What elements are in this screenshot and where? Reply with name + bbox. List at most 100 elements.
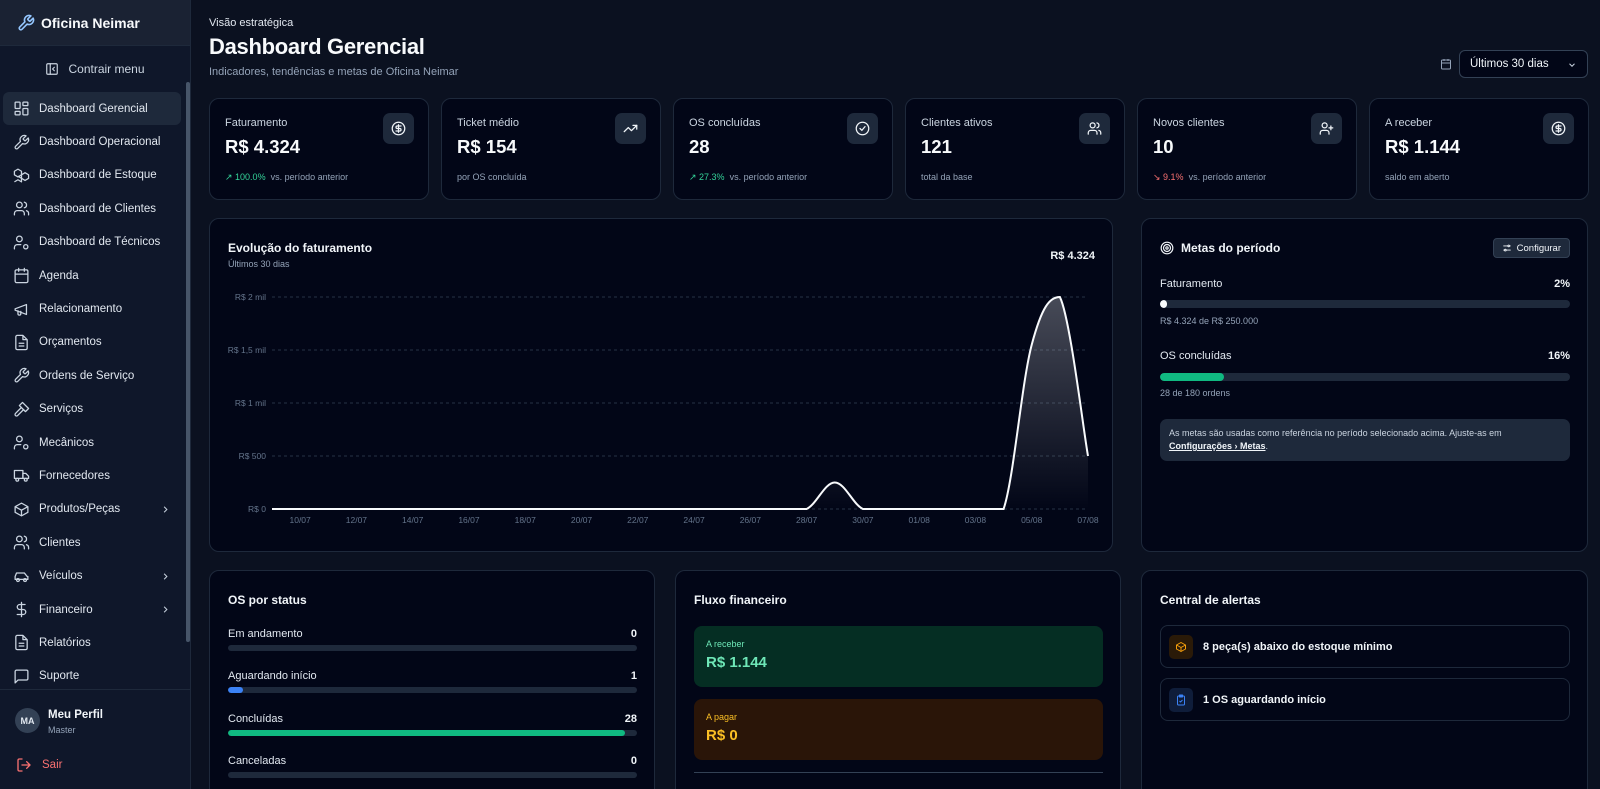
kpi-card-novos-clientes: Novos clientes 10 ↘ 9.1% vs. período ant… bbox=[1137, 98, 1357, 200]
calendar-icon bbox=[1441, 59, 1451, 70]
chart-x-tick-label: 26/07 bbox=[740, 515, 762, 525]
logout-button[interactable]: Sair bbox=[16, 757, 62, 773]
sidebar-item-dashboard-tecnicos[interactable]: Dashboard de Técnicos bbox=[3, 226, 181, 259]
layout-dashboard-icon bbox=[14, 101, 29, 116]
sidebar-item-dashboard-clientes[interactable]: Dashboard de Clientes bbox=[3, 192, 181, 225]
panel-left-icon bbox=[46, 63, 59, 75]
chart-data-point[interactable] bbox=[829, 477, 841, 489]
main-content: Visão estratégica Dashboard Gerencial In… bbox=[191, 0, 1600, 789]
sliders-icon bbox=[1502, 244, 1511, 252]
chart-data-point[interactable] bbox=[632, 503, 644, 515]
chart-data-point[interactable] bbox=[801, 503, 813, 515]
chart-data-point[interactable] bbox=[1082, 450, 1094, 462]
alert-item[interactable]: 1 OS aguardando início bbox=[1160, 678, 1570, 721]
chart-data-point[interactable] bbox=[463, 503, 475, 515]
chart-data-point[interactable] bbox=[969, 503, 981, 515]
sidebar-item-label: Produtos/Peças bbox=[39, 503, 121, 516]
kpi-value: R$ 154 bbox=[457, 136, 517, 157]
message-square-icon bbox=[14, 669, 29, 684]
period-select[interactable]: Últimos 30 dias bbox=[1459, 50, 1588, 78]
kpi-label: A receber bbox=[1385, 117, 1433, 129]
goals-note-end: . bbox=[1265, 441, 1269, 451]
chart-data-point[interactable] bbox=[998, 503, 1010, 515]
sidebar-item-label: Veículos bbox=[39, 570, 83, 583]
chart-data-point[interactable] bbox=[350, 503, 362, 515]
sidebar-item-veiculos[interactable]: Veículos bbox=[3, 559, 181, 592]
divider bbox=[694, 772, 1103, 773]
chart-data-point[interactable] bbox=[885, 503, 897, 515]
sidebar-item-label: Serviços bbox=[39, 403, 84, 416]
chart-data-point[interactable] bbox=[688, 503, 700, 515]
sidebar-item-dashboard-estoque[interactable]: Dashboard de Estoque bbox=[3, 159, 181, 192]
kpi-label: Ticket médio bbox=[457, 117, 519, 129]
sidebar-item-ordens-servico[interactable]: Ordens de Serviço bbox=[3, 359, 181, 392]
sidebar-item-dashboard-gerencial[interactable]: Dashboard Gerencial bbox=[3, 92, 181, 126]
sidebar-item-mecanicos[interactable]: Mecânicos bbox=[3, 426, 181, 459]
kpi-footnote: ↗ 27.3% vs. período anterior bbox=[689, 172, 807, 183]
chart-data-point[interactable] bbox=[547, 503, 559, 515]
status-bar bbox=[228, 687, 637, 693]
chart-data-point[interactable] bbox=[604, 503, 616, 515]
sidebar-item-orcamentos[interactable]: Orçamentos bbox=[3, 326, 181, 359]
chart-data-point[interactable] bbox=[519, 503, 531, 515]
chart-data-point[interactable] bbox=[294, 503, 306, 515]
chart-data-point[interactable] bbox=[857, 503, 869, 515]
chart-data-point[interactable] bbox=[379, 503, 391, 515]
chart-data-point[interactable] bbox=[491, 503, 503, 515]
boxes-icon bbox=[13, 168, 30, 183]
check-circle-icon bbox=[847, 113, 878, 144]
configure-goals-button[interactable]: Configurar bbox=[1492, 238, 1570, 258]
chart-data-point[interactable] bbox=[1026, 339, 1038, 351]
kpi-footnote: ↗ 100.0% vs. período anterior bbox=[225, 172, 348, 183]
chart-data-point[interactable] bbox=[716, 503, 728, 515]
chart-data-point[interactable] bbox=[913, 503, 925, 515]
chart-data-point[interactable] bbox=[266, 503, 278, 515]
brand[interactable]: Oficina Neimar bbox=[0, 0, 190, 46]
sidebar-item-label: Agenda bbox=[39, 269, 79, 282]
kpi-trend: ↗ 27.3% bbox=[689, 172, 725, 182]
chart-data-point[interactable] bbox=[407, 503, 419, 515]
sidebar-item-suporte[interactable]: Suporte bbox=[3, 660, 181, 693]
chart-data-point[interactable] bbox=[576, 503, 588, 515]
wrench-icon bbox=[18, 14, 35, 31]
chart-data-point[interactable] bbox=[660, 503, 672, 515]
chart-series-line[interactable] bbox=[272, 295, 1089, 510]
chart-data-point[interactable] bbox=[322, 503, 334, 515]
collapse-menu-button[interactable]: Contrair menu bbox=[0, 46, 190, 92]
sidebar-item-label: Dashboard de Estoque bbox=[39, 169, 157, 182]
sidebar-item-fornecedores[interactable]: Fornecedores bbox=[3, 459, 181, 492]
chart-data-point[interactable] bbox=[941, 503, 953, 515]
goal-progress-fill bbox=[1160, 373, 1224, 381]
chart-data-point[interactable] bbox=[1054, 291, 1066, 303]
chart-data-point[interactable] bbox=[772, 503, 784, 515]
sidebar-item-relacionamento[interactable]: Relacionamento bbox=[3, 292, 181, 325]
sidebar-item-financeiro[interactable]: Financeiro bbox=[3, 593, 181, 626]
kpi-value: 121 bbox=[921, 136, 952, 157]
kpi-card-faturamento: Faturamento R$ 4.324 ↗ 100.0% vs. períod… bbox=[209, 98, 429, 200]
profile-role: Master bbox=[48, 725, 76, 735]
avatar[interactable]: MA bbox=[15, 708, 40, 733]
profile-name[interactable]: Meu Perfil bbox=[48, 709, 103, 721]
goal-meta: R$ 4.324 de R$ 250.000 bbox=[1160, 316, 1259, 326]
sidebar-scrollbar[interactable] bbox=[186, 82, 190, 642]
kpi-card-a-receber: A receber R$ 1.144 saldo em aberto bbox=[1369, 98, 1589, 200]
chevron-right-icon bbox=[163, 606, 168, 613]
sidebar-item-dashboard-operacional[interactable]: Dashboard Operacional bbox=[3, 125, 181, 158]
status-row: Aguardando início 1 bbox=[228, 670, 637, 700]
configure-goals-label: Configurar bbox=[1516, 242, 1561, 254]
sidebar-item-clientes[interactable]: Clientes bbox=[3, 526, 181, 559]
receivable-value: R$ 1.144 bbox=[706, 654, 767, 671]
sidebar-item-relatorios[interactable]: Relatórios bbox=[3, 626, 181, 659]
sidebar-item-produtos-pecas[interactable]: Produtos/Peças bbox=[3, 493, 181, 526]
chart-data-point[interactable] bbox=[435, 503, 447, 515]
cash-flow-title: Fluxo financeiro bbox=[694, 593, 787, 607]
kpi-footnote-text: vs. período anterior bbox=[1188, 172, 1267, 182]
chart-data-point[interactable] bbox=[744, 503, 756, 515]
sidebar-item-servicos[interactable]: Serviços bbox=[3, 393, 181, 426]
package-icon bbox=[1169, 634, 1193, 659]
status-bar bbox=[228, 730, 637, 736]
goals-settings-link[interactable]: Configurações › Metas bbox=[1169, 441, 1266, 451]
sidebar-item-agenda[interactable]: Agenda bbox=[3, 259, 181, 292]
alert-item[interactable]: 8 peça(s) abaixo do estoque mínimo bbox=[1160, 625, 1570, 668]
revenue-chart[interactable]: R$ 0 R$ 500 R$ 1 mil R$ 1,5 mil R$ 2 mil 10/0… bbox=[210, 219, 1114, 553]
